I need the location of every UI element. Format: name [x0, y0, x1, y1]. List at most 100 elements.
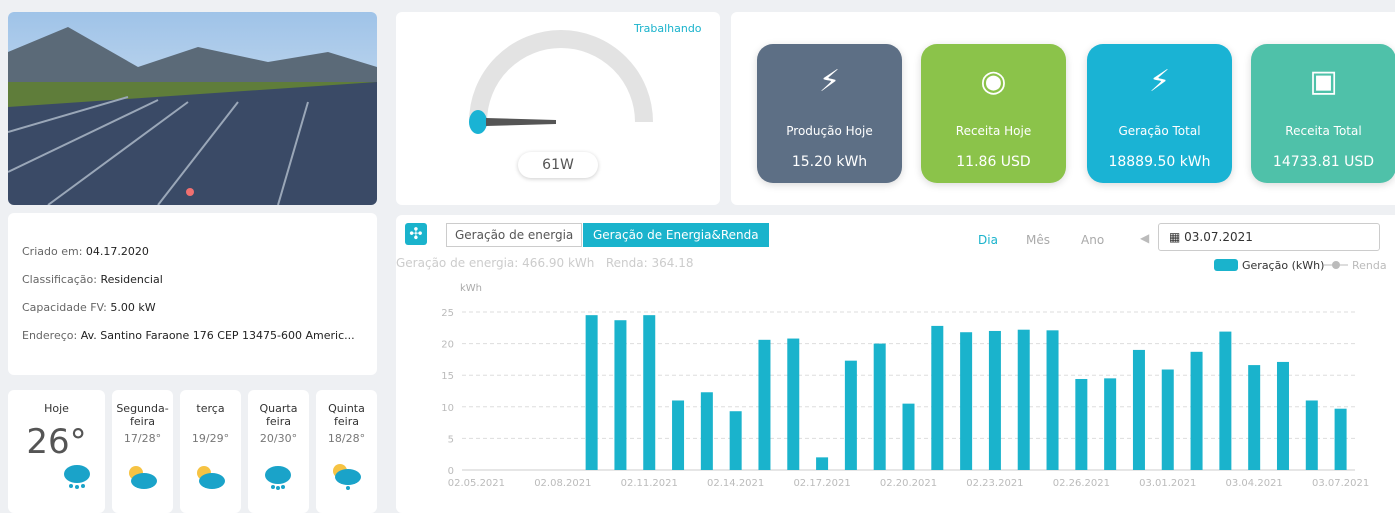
kpi-value: 18889.50 kWh: [1087, 154, 1232, 170]
weather-temp: 26°: [8, 422, 105, 462]
x-tick-label: 03.04.2021: [1226, 478, 1283, 489]
bar: [1047, 330, 1059, 470]
weather-day: terça: [180, 402, 241, 415]
y-tick-label: 10: [441, 403, 454, 414]
gauge-panel: Trabalhando 61W: [396, 12, 720, 205]
info-label: Criado em:: [22, 245, 82, 258]
info-label: Classificação:: [22, 273, 97, 286]
info-panel: Criado em: 04.17.2020 Classificação: Res…: [8, 213, 377, 375]
kpi-label: Receita Total: [1251, 124, 1395, 138]
info-value: 04.17.2020: [86, 245, 149, 258]
weather-temp: 20/30°: [248, 432, 309, 445]
weather-card: Quarta feira 20/30°: [248, 390, 309, 513]
info-row: Criado em: 04.17.2020: [22, 245, 149, 258]
bar: [787, 339, 799, 470]
photo-art: [8, 12, 377, 205]
kpi-label: Produção Hoje: [757, 124, 902, 138]
y-tick-label: 5: [448, 434, 454, 445]
x-tick-label: 02.14.2021: [707, 478, 764, 489]
weather-icon: [62, 462, 92, 490]
bar: [1306, 400, 1318, 470]
bar: [1277, 362, 1289, 470]
weather-temp: 19/29°: [180, 432, 241, 445]
weather-card: Quinta feira 18/28°: [316, 390, 377, 513]
kpi-label: Receita Hoje: [921, 124, 1066, 138]
bar: [614, 320, 626, 470]
weather-day: Hoje: [8, 402, 105, 415]
bar: [1335, 409, 1347, 470]
y-tick-label: 25: [441, 308, 454, 319]
bar: [931, 326, 943, 470]
x-tick-label: 02.23.2021: [966, 478, 1023, 489]
bar: [1248, 365, 1260, 470]
x-tick-label: 02.11.2021: [621, 478, 678, 489]
x-tick-label: 02.26.2021: [1053, 478, 1110, 489]
kpi-value: 14733.81 USD: [1251, 154, 1395, 170]
bar: [845, 361, 857, 470]
weather-card: Segunda-feira 17/28°: [112, 390, 173, 513]
weather-icon: [127, 465, 157, 491]
bar: [643, 315, 655, 470]
bar: [1133, 350, 1145, 470]
kpi-card: ⚡Produção Hoje15.20 kWh: [757, 44, 902, 183]
y-axis-label: kWh: [460, 283, 482, 294]
weather-icon: [195, 465, 225, 491]
bar: [989, 331, 1001, 470]
bar: [1162, 370, 1174, 470]
kpi-value: 15.20 kWh: [757, 154, 902, 170]
kpi-value: 11.86 USD: [921, 154, 1066, 170]
legend-swatch: [1332, 261, 1340, 269]
plant-photo: [8, 12, 377, 205]
bar: [903, 404, 915, 470]
x-tick-label: 02.05.2021: [448, 478, 505, 489]
legend-swatch: [1214, 259, 1238, 271]
weather-day: Quarta feira: [248, 402, 309, 428]
weather-icon: [263, 463, 293, 491]
x-tick-label: 03.07.2021: [1312, 478, 1369, 489]
page: Criado em: 04.17.2020 Classificação: Res…: [0, 0, 1395, 513]
info-label: Endereço:: [22, 329, 77, 342]
bar: [960, 332, 972, 470]
weather-day: Segunda-feira: [112, 402, 173, 428]
weather-card: Hoje 26°: [8, 390, 105, 513]
x-tick-label: 02.08.2021: [534, 478, 591, 489]
bar: [874, 344, 886, 470]
info-row: Capacidade FV: 5.00 kW: [22, 301, 156, 314]
weather-icon: [331, 463, 361, 491]
bar: [1191, 352, 1203, 470]
bar: [758, 340, 770, 470]
bar: [1075, 379, 1087, 470]
weather-card: terça 19/29°: [180, 390, 241, 513]
bar: [1219, 332, 1231, 470]
kpi-label: Geração Total: [1087, 124, 1232, 138]
bar: [672, 400, 684, 470]
weather-temp: 18/28°: [316, 432, 377, 445]
info-value: Av. Santino Faraone 176 CEP 13475-600 Am…: [81, 329, 355, 342]
gauge-value: 61W: [518, 152, 598, 178]
bar: [816, 457, 828, 470]
bar: [1018, 330, 1030, 470]
x-tick-label: 02.20.2021: [880, 478, 937, 489]
info-label: Capacidade FV:: [22, 301, 107, 314]
y-tick-label: 20: [441, 340, 454, 351]
info-value: 5.00 kW: [110, 301, 155, 314]
y-tick-label: 0: [448, 466, 454, 477]
info-value: Residencial: [100, 273, 162, 286]
x-tick-label: 02.17.2021: [793, 478, 850, 489]
chart: kWh 0 5 10 15 20 25 02.05.2021 02.08.2021 02.11.…: [396, 215, 1395, 513]
bar: [730, 411, 742, 470]
info-row: Endereço: Av. Santino Faraone 176 CEP 13…: [22, 329, 355, 342]
gauge: [456, 22, 666, 142]
info-row: Classificação: Residencial: [22, 273, 163, 286]
weather-day: Quinta feira: [316, 402, 377, 428]
bar: [1104, 378, 1116, 470]
y-tick-label: 15: [441, 371, 454, 382]
legend-label: Geração (kWh): [1242, 259, 1324, 272]
weather-temp: 17/28°: [112, 432, 173, 445]
bar: [586, 315, 598, 470]
x-tick-label: 03.01.2021: [1139, 478, 1196, 489]
bar: [701, 392, 713, 470]
